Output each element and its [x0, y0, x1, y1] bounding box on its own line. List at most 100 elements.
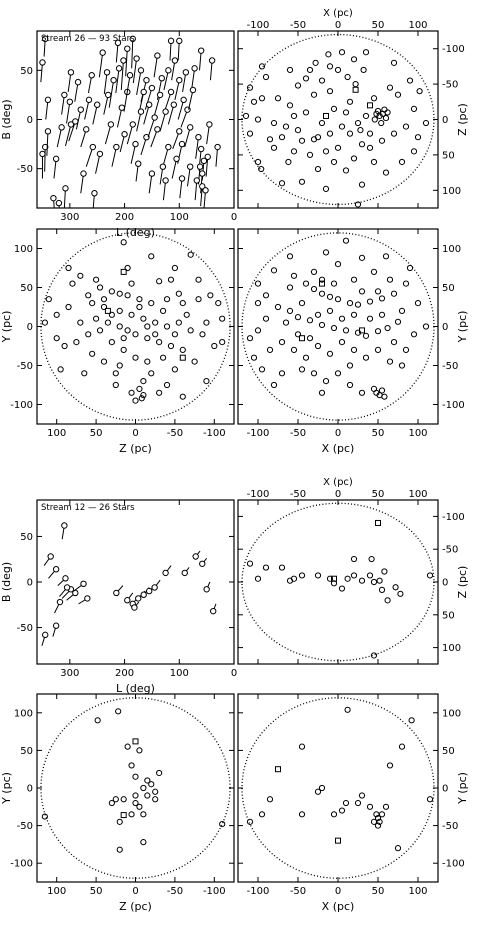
y-axis-label: Y (pc) — [456, 311, 469, 344]
data-point — [62, 185, 69, 208]
star-marker — [140, 392, 147, 399]
star-marker — [350, 276, 358, 283]
star-marker — [148, 300, 155, 307]
star-marker — [322, 249, 330, 256]
star-marker — [342, 109, 350, 116]
star-marker — [163, 323, 171, 330]
star-marker — [128, 280, 135, 287]
star-marker — [398, 307, 406, 314]
star-marker — [318, 389, 326, 396]
x-axis-label: X (pc) — [322, 442, 355, 455]
data-point — [191, 65, 198, 89]
star-marker — [62, 575, 69, 582]
y-tick-label: 50 — [442, 150, 455, 161]
star-marker — [108, 311, 115, 318]
x-tick-label: 0 — [335, 886, 341, 897]
star-marker — [314, 788, 322, 795]
star-marker — [88, 72, 95, 79]
star-marker — [318, 119, 326, 127]
star-marker — [258, 63, 266, 70]
star-marker — [384, 324, 391, 332]
star-marker — [254, 575, 262, 582]
star-marker — [378, 586, 386, 593]
x-tick-label: 200 — [115, 212, 134, 223]
star-marker — [342, 799, 350, 807]
star-marker — [330, 105, 338, 112]
star-marker — [96, 327, 104, 334]
star-marker — [390, 130, 398, 137]
star-marker — [325, 51, 332, 58]
data-point — [206, 121, 213, 145]
star-marker — [266, 796, 274, 803]
data-point — [124, 45, 131, 77]
data-point — [135, 160, 142, 182]
star-marker — [394, 318, 402, 325]
star-marker — [50, 194, 57, 202]
star-marker — [397, 590, 404, 597]
y-tick-label: 0 — [27, 578, 33, 589]
star-marker — [114, 39, 122, 46]
star-marker — [402, 280, 410, 287]
star-marker — [144, 335, 151, 342]
star-marker — [344, 575, 351, 582]
star-marker — [334, 144, 342, 151]
star-marker — [374, 107, 382, 115]
star-marker — [382, 803, 390, 810]
data-point — [119, 131, 128, 153]
star-marker — [278, 370, 286, 377]
data-point — [192, 550, 201, 560]
y-axis-label: Y (pc) — [0, 772, 13, 805]
star-marker — [42, 35, 49, 43]
star-marker — [171, 331, 178, 338]
data-point — [55, 199, 63, 208]
data-point — [136, 67, 145, 96]
y-tick-label: 100 — [14, 708, 33, 719]
star-marker — [148, 781, 155, 788]
star-marker — [410, 331, 418, 338]
star-marker — [326, 88, 334, 95]
plot-area — [241, 232, 435, 421]
star-marker — [350, 311, 358, 318]
data-point — [80, 170, 87, 194]
star-marker — [354, 119, 362, 127]
motion-vector — [126, 124, 134, 145]
star-marker — [298, 811, 306, 818]
star-marker — [215, 300, 222, 307]
motion-vector — [205, 156, 209, 177]
data-point — [104, 121, 115, 145]
star-marker — [286, 577, 294, 584]
data-point — [204, 153, 211, 177]
star-marker — [84, 595, 91, 602]
star-marker — [93, 101, 101, 108]
data-point — [64, 121, 75, 147]
star-marker — [47, 553, 54, 560]
star-marker — [183, 311, 190, 318]
star-marker — [191, 358, 198, 365]
star-marker — [133, 55, 140, 62]
x-axis-label: Z (pc) — [119, 900, 152, 913]
star-marker — [67, 69, 75, 76]
star-marker — [282, 319, 290, 326]
star-marker — [132, 799, 139, 807]
star-marker — [67, 121, 75, 128]
plot-area — [241, 33, 435, 208]
star-marker — [312, 59, 319, 66]
data-point — [44, 96, 52, 120]
star-marker — [93, 315, 100, 322]
x-tick-label: -100 — [247, 886, 270, 897]
star-marker — [65, 303, 72, 311]
star-marker — [176, 128, 183, 135]
star-marker — [378, 119, 385, 127]
star-marker — [89, 143, 97, 151]
star-marker — [196, 163, 204, 170]
star-marker — [120, 239, 127, 246]
star-marker — [358, 254, 366, 261]
motion-vector — [182, 72, 187, 93]
star-marker — [116, 846, 123, 853]
star-marker — [132, 331, 139, 338]
x-tick-label: 50 — [372, 886, 385, 897]
star-marker — [176, 76, 183, 84]
motion-vector — [111, 146, 117, 167]
star-marker — [80, 170, 87, 177]
star-marker — [386, 84, 394, 91]
